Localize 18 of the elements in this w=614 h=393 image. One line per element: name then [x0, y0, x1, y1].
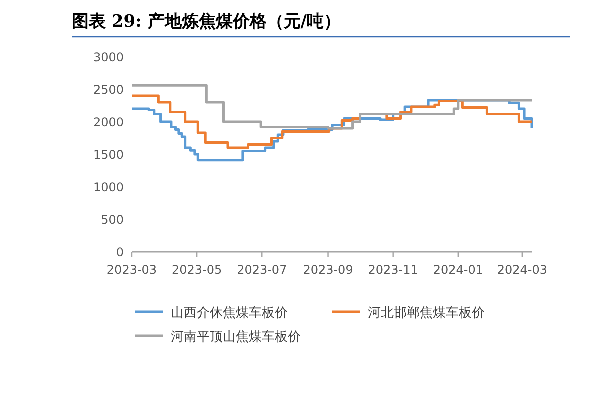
legend-label: 河北邯郸焦煤车板价	[368, 306, 485, 321]
x-tick-label: 2024-03	[497, 263, 548, 277]
x-tick-label: 2023-07	[237, 263, 288, 277]
y-tick-label: 1500	[93, 148, 124, 162]
y-tick-label: 500	[101, 213, 124, 227]
y-tick-label: 1000	[93, 180, 124, 194]
legend-label: 山西介休焦煤车板价	[171, 306, 288, 321]
y-tick-label: 2000	[93, 116, 124, 130]
y-tick-label: 2500	[93, 83, 124, 97]
legend-label: 河南平顶山焦煤车板价	[171, 330, 301, 345]
x-tick-label: 2023-09	[303, 263, 354, 277]
chart-title: 图表 29: 产地炼焦煤价格（元/吨）	[72, 12, 341, 32]
y-tick-label: 3000	[93, 50, 124, 64]
x-tick-label: 2023-11	[368, 263, 418, 277]
x-tick-label: 2024-01	[433, 263, 484, 277]
x-tick-label: 2023-03	[106, 263, 158, 277]
y-tick-label: 0	[116, 246, 124, 260]
x-tick-label: 2023-05	[172, 263, 222, 277]
